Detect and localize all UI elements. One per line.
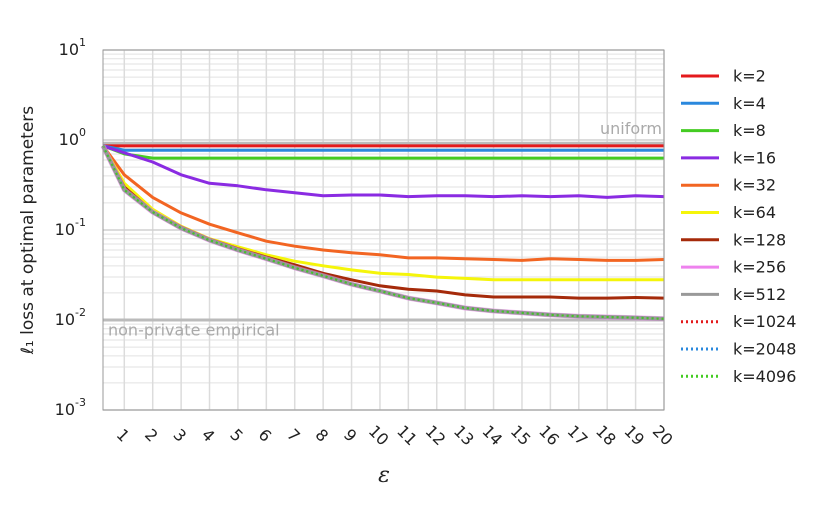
y-axis-label: ℓ₁ loss at optimal parameters	[18, 106, 38, 355]
x-tick-label: 4	[198, 425, 219, 446]
legend-label: k=32	[733, 176, 776, 195]
y-tick-label: 10-2	[55, 306, 86, 329]
plot-border	[102, 49, 665, 411]
legend-label: k=4	[733, 94, 766, 113]
x-tick-label: 11	[393, 421, 421, 449]
series-line	[102, 145, 665, 320]
x-tick-label: 10	[365, 421, 393, 449]
x-tick-label: 9	[340, 425, 361, 446]
x-tick-label: 8	[312, 425, 333, 446]
x-tick-label: 7	[283, 425, 304, 446]
y-tick-exponent: 1	[79, 36, 86, 49]
y-tick-label: 10-1	[55, 216, 86, 239]
x-tick-label: 14	[478, 421, 506, 449]
y-tick-exponent: -2	[75, 306, 86, 319]
x-tick-label: 20	[649, 421, 677, 449]
legend-label: k=512	[733, 285, 786, 304]
x-tick-label: 3	[170, 425, 191, 446]
legend-label: k=2048	[733, 340, 796, 359]
y-tick-base: 10	[59, 130, 79, 149]
x-tick-label: 15	[507, 421, 535, 449]
x-tick-label: 19	[620, 421, 648, 449]
x-tick-label: 2	[141, 425, 162, 446]
x-axis-label: ε	[378, 463, 390, 488]
y-tick-base: 10	[59, 40, 79, 59]
y-tick-label: 101	[59, 36, 86, 59]
y-tick-exponent: 0	[79, 126, 86, 139]
x-tick-label: 6	[255, 425, 276, 446]
y-tick-base: 10	[55, 400, 75, 419]
legend-label: k=256	[733, 258, 786, 277]
y-tick-base: 10	[55, 220, 75, 239]
legend-label: k=128	[733, 230, 786, 249]
y-tick-exponent: -1	[75, 216, 86, 229]
reference-label: uniform	[600, 119, 662, 138]
y-tick-base: 10	[55, 310, 75, 329]
x-tick-label: 5	[226, 425, 247, 446]
series-line	[102, 144, 664, 160]
x-tick-label: 1	[113, 425, 134, 446]
x-tick-label: 16	[535, 421, 563, 449]
series-line	[101, 145, 665, 262]
x-tick-label: 18	[592, 421, 620, 449]
y-tick-label: 100	[59, 126, 86, 149]
x-tick-label: 13	[450, 421, 478, 449]
legend-label: k=1024	[733, 312, 796, 331]
legend-label: k=2	[733, 67, 766, 86]
legend-label: k=64	[733, 203, 776, 222]
y-tick-exponent: -3	[75, 396, 86, 409]
x-tick-label: 12	[422, 421, 450, 449]
x-tick-label: 17	[564, 421, 592, 449]
legend-label: k=16	[733, 148, 776, 167]
series-line	[102, 144, 665, 199]
reference-label: non-private empirical	[108, 321, 280, 340]
legend-label: k=8	[733, 121, 766, 140]
series-line	[102, 144, 664, 152]
legend-label: k=4096	[733, 367, 796, 386]
y-tick-label: 10-3	[55, 396, 86, 419]
